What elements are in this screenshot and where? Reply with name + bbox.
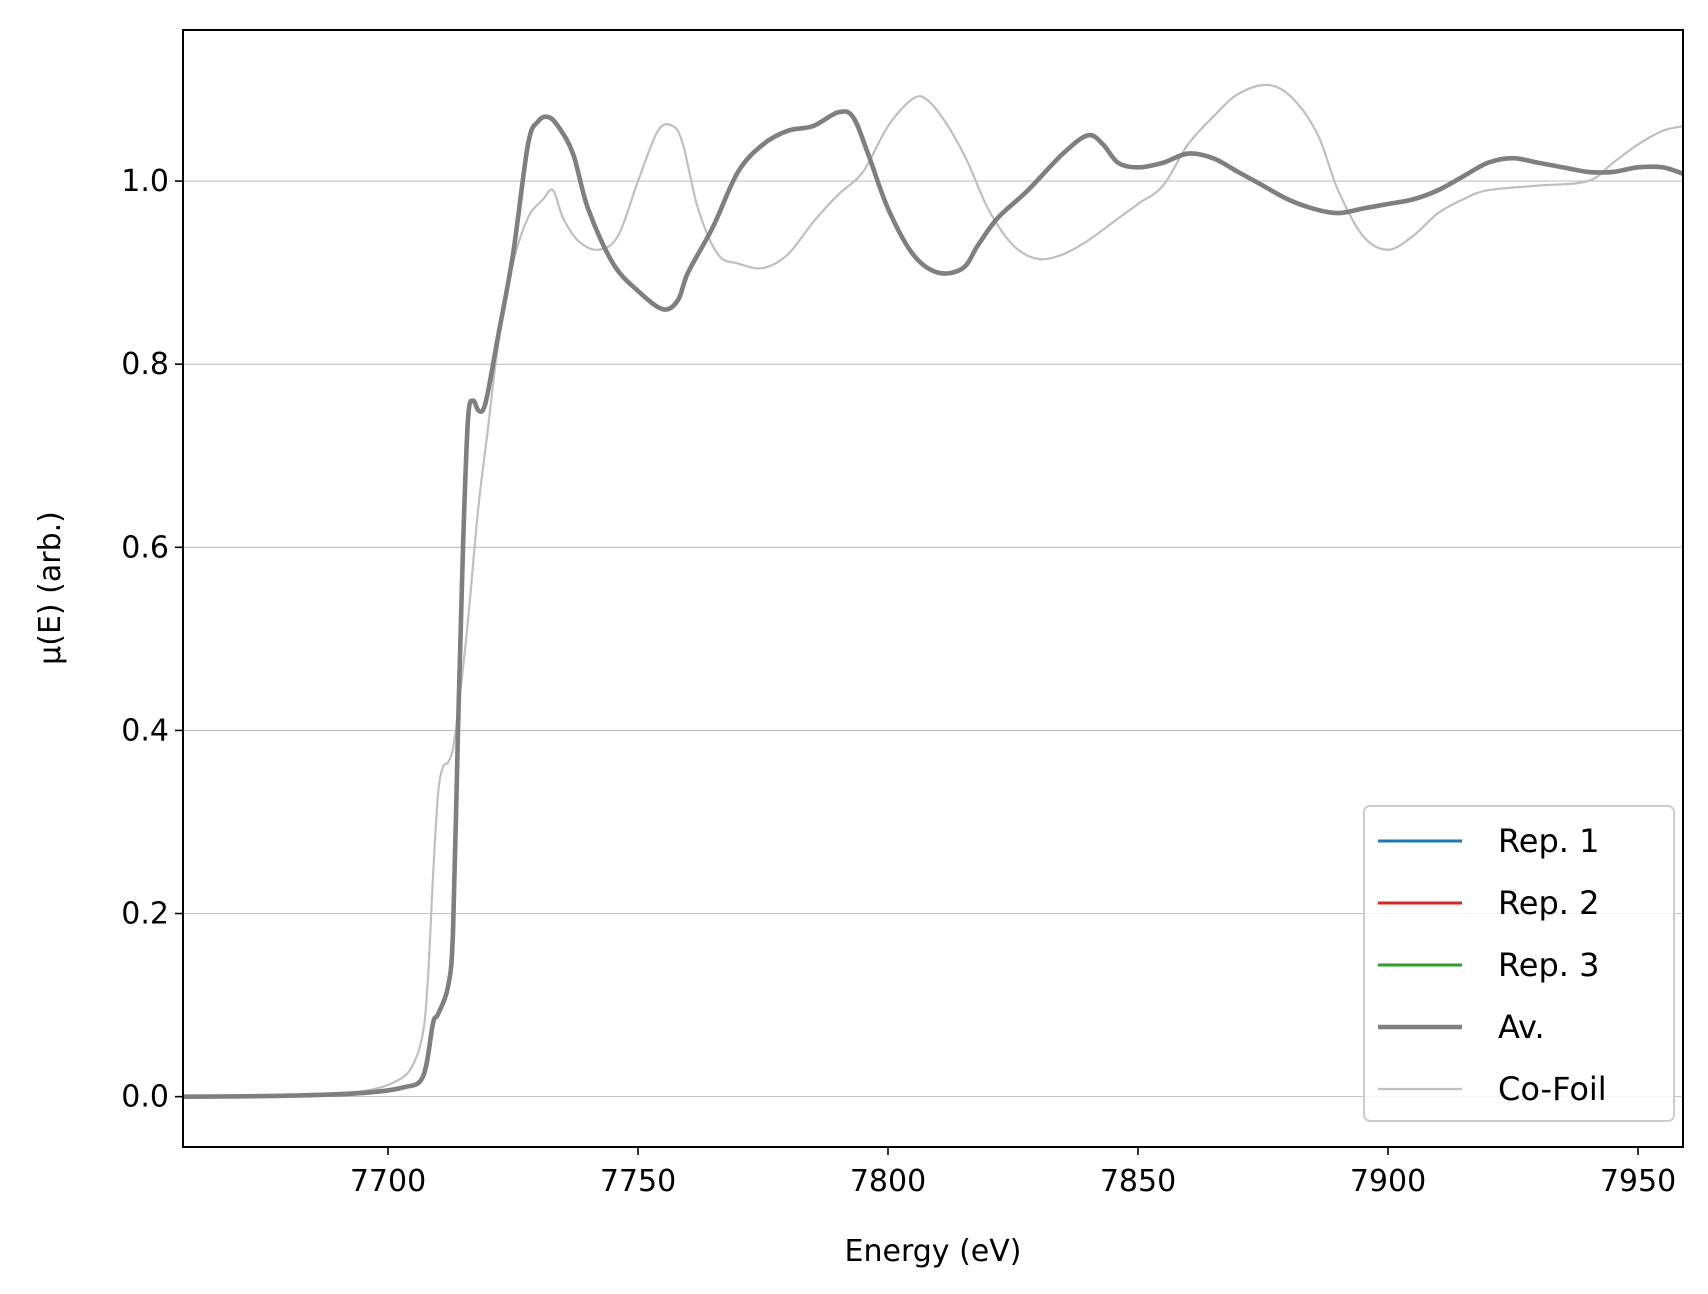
axis-ticks: 0.0 0.2 0.4 0.6 0.8 1.0 7700 7750 7800 7850 7900 79… xyxy=(121,164,1676,1199)
y-tick-label: 0.2 xyxy=(121,897,169,932)
legend-label-co-foil: Co-Foil xyxy=(1498,1070,1607,1108)
y-tick-label: 0.8 xyxy=(121,347,169,382)
y-tick-label: 0.4 xyxy=(121,713,169,748)
x-tick-label: 7800 xyxy=(850,1164,926,1199)
plot-lines xyxy=(183,83,1683,1099)
gridlines xyxy=(183,180,1683,1098)
x-tick-label: 7900 xyxy=(1350,1164,1426,1199)
x-tick-label: 7700 xyxy=(350,1164,426,1199)
legend-items: Rep. 1 Rep. 2 Rep. 3 Av. Co-Foil xyxy=(1378,822,1607,1108)
legend-label-rep-3: Rep. 3 xyxy=(1498,946,1600,984)
plot-frame xyxy=(182,29,1684,1148)
legend-label-rep-1: Rep. 1 xyxy=(1498,822,1600,860)
y-tick-label: 1.0 xyxy=(121,164,169,199)
series-line-av xyxy=(183,109,1683,1099)
y-tick-label: 0.6 xyxy=(121,530,169,565)
series-line-co-foil xyxy=(183,83,1683,1098)
y-axis-label: µ(E) (arb.) xyxy=(33,511,68,665)
legend: Rep. 1 Rep. 2 Rep. 3 Av. Co-Foil xyxy=(1363,805,1675,1122)
x-tick-label: 7950 xyxy=(1600,1164,1676,1199)
x-axis-label: Energy (eV) xyxy=(845,1234,1022,1269)
legend-label-av: Av. xyxy=(1498,1008,1545,1046)
x-tick-label: 7750 xyxy=(600,1164,676,1199)
x-tick-label: 7850 xyxy=(1100,1164,1176,1199)
legend-label-rep-2: Rep. 2 xyxy=(1498,884,1600,922)
legend-box xyxy=(1363,805,1675,1122)
y-tick-label: 0.0 xyxy=(121,1080,169,1115)
